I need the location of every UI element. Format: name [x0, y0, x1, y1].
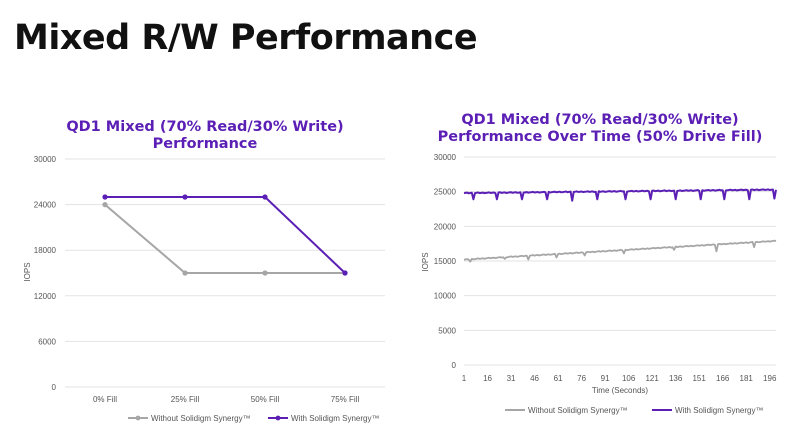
chart1-xtick-label: 50% Fill	[251, 395, 280, 404]
chart2-xtick-label: 61	[554, 374, 563, 383]
chart1-ytick-label: 18000	[34, 246, 57, 255]
chart1-data-point	[262, 194, 268, 200]
chart2-series-line	[463, 239, 777, 263]
chart1-xtick-label: 0% Fill	[93, 395, 117, 404]
chart2-legend-label: Without Solidigm Synergy™	[528, 406, 628, 415]
chart1-legend-label: With Solidigm Synergy™	[291, 414, 379, 423]
chart1-data-point	[102, 194, 108, 200]
chart2-xtick-label: 136	[669, 374, 683, 383]
chart2-xtick-label: 196	[763, 374, 777, 383]
chart1-data-point	[342, 270, 348, 276]
chart1-data-point	[182, 270, 188, 276]
chart1-ytick-label: 30000	[34, 155, 57, 164]
chart1-ytick-label: 12000	[34, 292, 57, 301]
chart2-xtick-label: 166	[716, 374, 730, 383]
chart2-ytick-label: 25000	[434, 188, 457, 197]
chart1-ylabel: IOPS	[23, 262, 32, 281]
chart2-xtick-label: 76	[577, 374, 586, 383]
chart2-xtick-label: 151	[692, 374, 706, 383]
chart1-series-line	[105, 196, 346, 274]
chart2-ylabel: IOPS	[421, 252, 430, 271]
slide-title: Mixed R/W Performance	[14, 18, 478, 58]
chart2-legend-label: With Solidigm Synergy™	[675, 406, 763, 415]
chart2-xlabel: Time (Seconds)	[592, 386, 649, 395]
chart2-ytick-label: 15000	[434, 257, 457, 266]
chart1-data-point	[102, 202, 108, 208]
chart1-ytick-label: 0	[52, 383, 57, 392]
chart2-title: QD1 Mixed (70% Read/30% Write) Performan…	[437, 112, 763, 145]
chart1-legend-label: Without Solidigm Synergy™	[151, 414, 251, 423]
chart2-ytick-label: 20000	[434, 222, 457, 231]
chart1-data-point	[342, 270, 348, 276]
chart1-ytick-label: 6000	[38, 337, 56, 346]
chart1-data-point	[182, 194, 188, 200]
chart2-xtick-label: 91	[601, 374, 610, 383]
chart1-legend-marker	[135, 415, 141, 421]
chart1-legend-marker	[275, 415, 281, 421]
chart2-ytick-label: 5000	[438, 326, 456, 335]
chart1-title: QD1 Mixed (70% Read/30% Write) Performan…	[66, 119, 344, 152]
chart1-series-line	[104, 203, 345, 274]
chart2-xtick-label: 181	[740, 374, 754, 383]
chart1-xtick-label: 75% Fill	[331, 395, 360, 404]
chart2-xtick-label: 121	[645, 374, 659, 383]
chart2-ytick-label: 10000	[434, 292, 457, 301]
chart2-ytick-label: 0	[452, 361, 457, 370]
chart2-xtick-label: 16	[483, 374, 492, 383]
chart1-data-point	[262, 270, 268, 276]
chart2-ytick-label: 30000	[434, 153, 457, 162]
chart2-xtick-label: 106	[622, 374, 636, 383]
chart2-series-line	[463, 188, 777, 202]
chart2-xtick-label: 31	[507, 374, 516, 383]
chart2-xtick-label: 1	[462, 374, 467, 383]
chart1-xtick-label: 25% Fill	[171, 395, 200, 404]
chart2-xtick-label: 46	[530, 374, 539, 383]
chart1-ytick-label: 24000	[34, 201, 57, 210]
